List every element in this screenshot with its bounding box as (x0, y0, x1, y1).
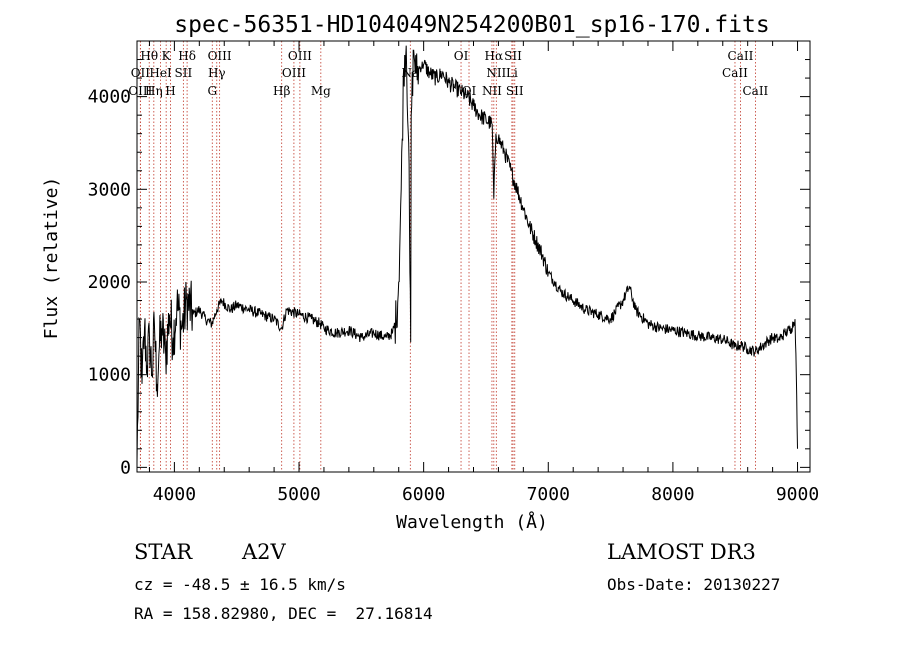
survey-name: LAMOST DR3 (607, 540, 756, 564)
spectral-line-label: NII (482, 84, 502, 98)
x-tick-label: 7000 (527, 484, 570, 505)
spectral-line-label: Hθ (140, 49, 158, 63)
spectrum-series-line (137, 46, 798, 463)
spectral-line-label: Hη (145, 84, 163, 98)
x-axis-label: Wavelength (Å) (396, 511, 548, 533)
spectral-line-label: G (207, 84, 217, 98)
y-axis-label: Flux (relative) (41, 177, 62, 340)
y-tick-label: 1000 (88, 365, 131, 386)
spectral-line-label: SII (506, 84, 524, 98)
x-tick-label: 6000 (402, 484, 445, 505)
object-subclass: A2V (242, 540, 286, 564)
spectral-line-label: CaII (728, 49, 754, 63)
x-tick-label: 8000 (651, 484, 694, 505)
spectral-line-label: Hα (485, 49, 504, 63)
spectral-line-label: Hβ (273, 84, 290, 98)
observation-date: Obs-Date: 20130227 (607, 575, 780, 594)
y-axis-ticks: 0 1000 2000 3000 4000 (88, 60, 810, 479)
coordinates-text: RA = 158.82980, DEC = 27.16814 (134, 604, 433, 623)
x-axis-ticks: 4000 5000 6000 7000 8000 9000 (149, 41, 819, 505)
spectral-line-label: H (165, 84, 175, 98)
spectral-line-label: Li (506, 66, 518, 80)
y-tick-label: 4000 (88, 87, 131, 108)
chart-title: spec-56351-HD104049N254200B01_sp16-170.f… (174, 12, 769, 38)
spectral-line-label: OIII (288, 49, 312, 63)
spectral-line-label: CaII (742, 84, 768, 98)
spectral-lines (140, 41, 755, 472)
spectral-line-label: CaII (722, 66, 748, 80)
redshift-text: cz = -48.5 ± 16.5 km/s (134, 575, 346, 594)
spectral-line-label: SII (504, 49, 522, 63)
x-tick-label: 9000 (776, 484, 819, 505)
spectral-line-label: HeI (149, 66, 172, 80)
spectral-line-label: K (162, 49, 172, 63)
spectral-line-label: Hγ (208, 66, 226, 80)
object-class: STAR (134, 540, 192, 564)
spectral-line-label: SII (175, 66, 193, 80)
spectral-line-label: OIII (282, 66, 306, 80)
y-tick-label: 0 (120, 457, 131, 478)
spectral-line-label: OIII (208, 49, 232, 63)
spectral-line-label: NII (486, 66, 506, 80)
spectral-line-label: Mg (311, 84, 331, 98)
x-tick-label: 4000 (153, 484, 196, 505)
y-tick-label: 2000 (88, 272, 131, 293)
x-tick-label: 5000 (277, 484, 320, 505)
spectral-line-label: Hδ (178, 49, 196, 63)
y-tick-label: 3000 (88, 179, 131, 200)
spectral-line-label: OI (454, 49, 469, 63)
